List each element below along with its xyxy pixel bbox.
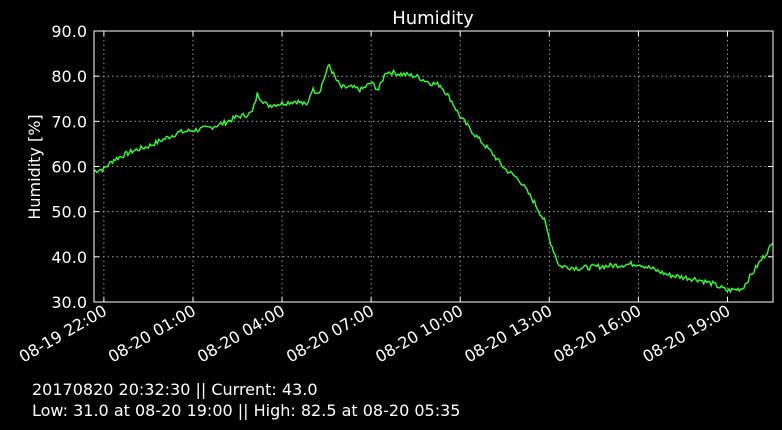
y-axis: 30.0 40.0 50.0 60.0 70.0 80.0 90.0 [51,22,773,312]
y-tick-label: 60.0 [51,158,87,177]
y-tick-label: 30.0 [51,293,87,312]
y-tick-label: 40.0 [51,248,87,267]
y-tick-label: 70.0 [51,112,87,131]
y-tick-label: 90.0 [51,22,87,41]
y-axis-label: Humidity [%] [25,114,44,219]
footer-current-reading: 20170820 20:32:30 || Current: 43.0 [32,380,318,399]
series-line-humidity [93,63,774,294]
footer-low-high: Low: 31.0 at 08-20 19:00 || High: 82.5 a… [32,401,461,420]
chart-title: Humidity [392,8,474,29]
y-tick-label: 80.0 [51,67,87,86]
y-tick-label: 50.0 [51,203,87,222]
